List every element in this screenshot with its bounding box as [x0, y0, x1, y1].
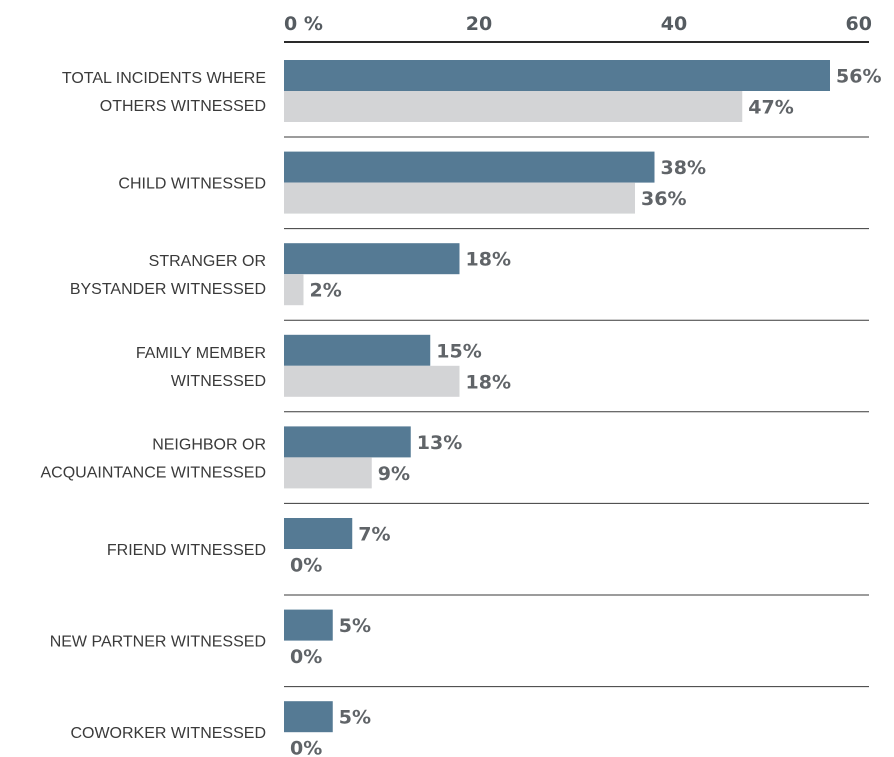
- category-label: NEIGHBOR OR: [152, 436, 266, 453]
- x-axis: 0 % 20 40 60: [284, 13, 872, 43]
- bar-series-1: [284, 60, 830, 91]
- bars: [284, 60, 830, 733]
- data-label: 36%: [641, 188, 686, 210]
- data-label: 47%: [748, 97, 793, 119]
- bar-series-2: [284, 457, 372, 489]
- bar-series-2: [284, 274, 304, 306]
- category-label: WITNESSED: [171, 373, 266, 390]
- data-label: 38%: [661, 157, 706, 179]
- data-label: 56%: [836, 66, 881, 88]
- bar-series-1: [284, 243, 460, 275]
- bar-series-1: [284, 334, 431, 366]
- bar-series-1: [284, 701, 333, 733]
- data-label: 18%: [466, 371, 511, 393]
- x-tick-label: 20: [466, 13, 492, 35]
- bar-series-1: [284, 609, 333, 641]
- data-label: 7%: [358, 524, 390, 546]
- bar-series-1: [284, 151, 655, 183]
- category-label: FRIEND WITNESSED: [107, 542, 266, 559]
- category-label: BYSTANDER WITNESSED: [70, 281, 266, 298]
- x-tick-label: 0 %: [284, 13, 323, 35]
- data-label: 18%: [466, 249, 511, 271]
- category-label: ACQUAINTANCE WITNESSED: [41, 464, 267, 481]
- bar-series-2: [284, 365, 460, 397]
- category-label: NEW PARTNER WITNESSED: [50, 634, 266, 651]
- data-label: 9%: [378, 463, 410, 485]
- category-label: COWORKER WITNESSED: [70, 725, 266, 742]
- category-label: STRANGER OR: [149, 253, 266, 270]
- data-label: 5%: [339, 707, 371, 729]
- bar-series-1: [284, 518, 353, 549]
- category-label: CHILD WITNESSED: [118, 176, 266, 193]
- data-label: 0%: [290, 555, 322, 577]
- data-label: 0%: [290, 646, 322, 668]
- data-label: 15%: [436, 340, 481, 362]
- data-label: 0%: [290, 738, 322, 757]
- bar-series-2: [284, 91, 743, 122]
- category-label: FAMILY MEMBER: [136, 345, 266, 362]
- bar-series-1: [284, 426, 411, 458]
- x-tick-label: 60: [846, 13, 872, 35]
- bar-series-2: [284, 182, 635, 214]
- data-label: 2%: [310, 280, 342, 302]
- category-label: TOTAL INCIDENTS WHERE: [62, 70, 266, 87]
- labels: TOTAL INCIDENTS WHERE OTHERS WITNESSED 56%…: [41, 66, 882, 757]
- category-label: OTHERS WITNESSED: [100, 98, 266, 115]
- data-label: 13%: [417, 432, 462, 454]
- data-label: 5%: [339, 615, 371, 637]
- x-tick-label: 40: [661, 13, 687, 35]
- category-separators: [284, 136, 869, 688]
